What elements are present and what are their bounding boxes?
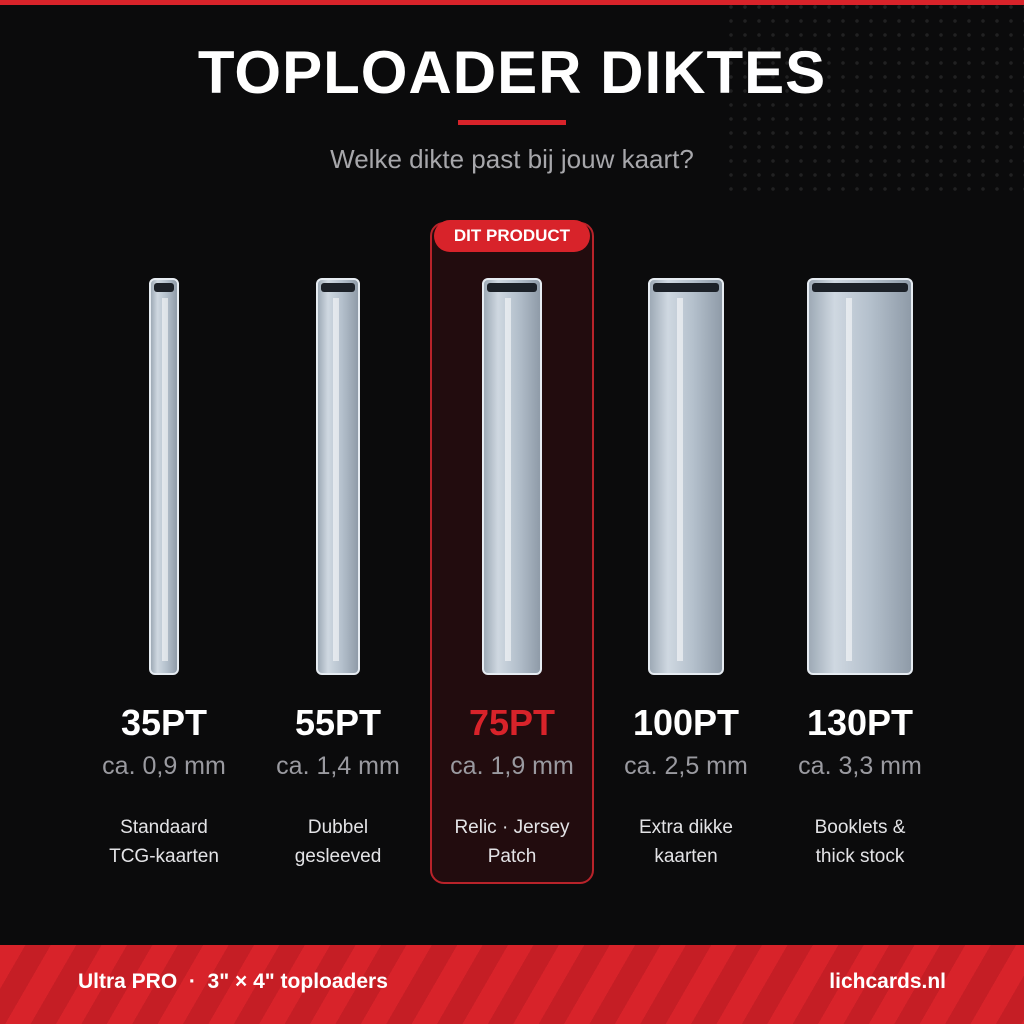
footer-right[interactable]: lichcards.nl bbox=[829, 970, 946, 993]
footer-left: Ultra PRO · 3" × 4" toploaders bbox=[78, 970, 388, 993]
description: thick stock bbox=[815, 846, 905, 867]
tube-opening bbox=[154, 283, 174, 292]
thickness-mm: ca. 2,5 mm bbox=[624, 752, 748, 780]
description: kaarten bbox=[654, 846, 718, 867]
footer bbox=[0, 945, 1024, 1024]
description: gesleeved bbox=[294, 846, 382, 867]
description: Dubbel bbox=[307, 817, 369, 838]
toploader-tube bbox=[807, 278, 913, 675]
description: Relic · Jersey bbox=[454, 817, 570, 838]
tube-opening bbox=[487, 283, 537, 292]
tube-shine bbox=[677, 298, 683, 661]
thickness-mm: ca. 1,9 mm bbox=[450, 752, 574, 780]
badge: DIT PRODUCT bbox=[434, 220, 590, 252]
title-rule bbox=[458, 120, 566, 125]
tube-shine bbox=[162, 298, 168, 661]
tube-shine bbox=[846, 298, 852, 661]
thickness-mm: ca. 3,3 mm bbox=[798, 752, 922, 780]
toploader-tube bbox=[648, 278, 724, 675]
thickness-label: 35PT bbox=[120, 702, 208, 743]
subtitle: Welke dikte past bij jouw kaart? bbox=[330, 144, 694, 174]
thickness-mm: ca. 0,9 mm bbox=[102, 752, 226, 780]
tube-shine bbox=[505, 298, 511, 661]
top-bar bbox=[0, 0, 1024, 5]
description: Standaard bbox=[120, 817, 208, 838]
thickness-label: 100PT bbox=[632, 702, 740, 743]
tube-shine bbox=[333, 298, 339, 661]
description: Extra dikke bbox=[639, 817, 733, 838]
toploader-tube bbox=[316, 278, 360, 675]
thickness-label: 130PT bbox=[806, 702, 914, 743]
toploader-tube bbox=[149, 278, 179, 675]
thickness-label: 75PT bbox=[468, 702, 556, 743]
toploader-tube bbox=[482, 278, 542, 675]
thickness-mm: ca. 1,4 mm bbox=[276, 752, 400, 780]
title: TOPLOADER DIKTES bbox=[197, 39, 827, 106]
dot-pattern bbox=[724, 0, 1024, 200]
tube-opening bbox=[321, 283, 355, 292]
thickness-label: 55PT bbox=[294, 702, 382, 743]
tube-opening bbox=[812, 283, 908, 292]
description: Patch bbox=[487, 846, 537, 867]
tube-opening bbox=[653, 283, 719, 292]
description: TCG-kaarten bbox=[109, 846, 219, 867]
description: Booklets & bbox=[814, 817, 906, 838]
